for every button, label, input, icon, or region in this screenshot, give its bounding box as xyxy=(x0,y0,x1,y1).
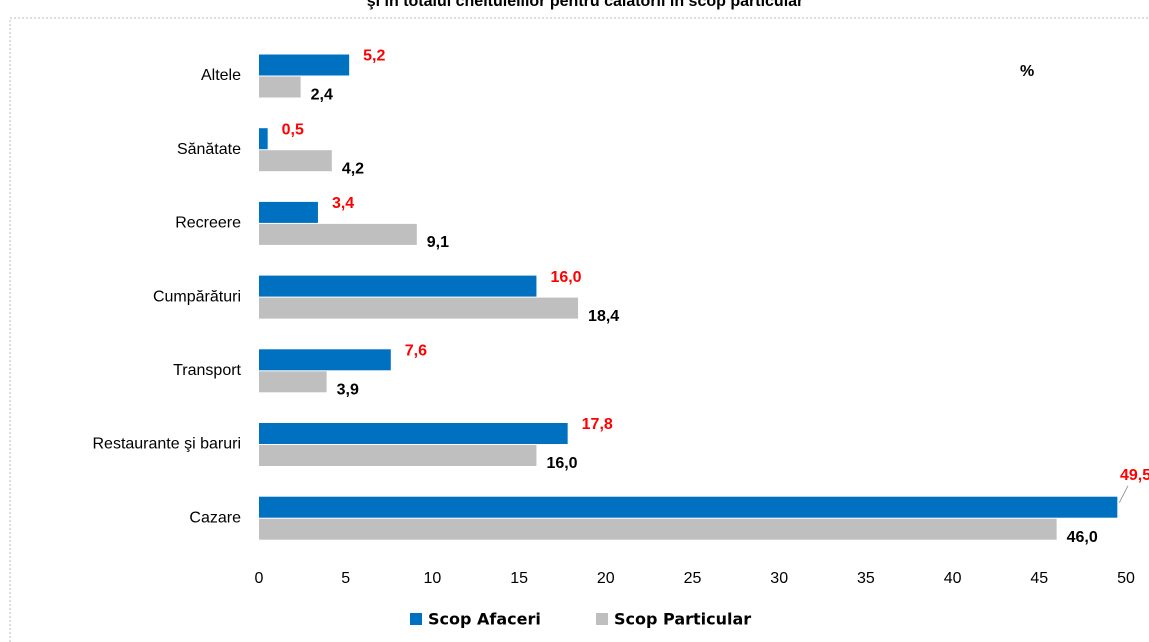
bar xyxy=(259,275,537,297)
bar xyxy=(259,445,537,466)
value-label: 16,0 xyxy=(550,269,581,286)
legend-swatch xyxy=(596,613,608,625)
bar xyxy=(259,423,568,444)
legend-label: Scop Afaceri xyxy=(428,610,541,629)
bar xyxy=(259,297,579,319)
value-label: 46,0 xyxy=(1067,529,1098,546)
value-label: 3,4 xyxy=(332,195,354,212)
value-label: 17,8 xyxy=(582,416,613,433)
value-label: 49,5 xyxy=(1120,467,1149,484)
value-label: 7,6 xyxy=(405,343,427,360)
x-tick-label: 0 xyxy=(255,570,264,587)
value-label: 2,4 xyxy=(311,87,333,104)
value-label: 0,5 xyxy=(282,121,304,138)
x-tick-label: 25 xyxy=(684,570,702,587)
x-tick-label: 20 xyxy=(597,570,615,587)
y-tick-label: Cazare xyxy=(189,509,241,526)
x-tick-label: 35 xyxy=(857,570,875,587)
x-tick-label: 30 xyxy=(770,570,788,587)
y-tick-label: Transport xyxy=(173,362,241,379)
value-label: 16,0 xyxy=(546,455,577,472)
x-tick-label: 45 xyxy=(1030,570,1048,587)
x-tick-label: 10 xyxy=(424,570,442,587)
x-tick-label: 5 xyxy=(341,570,350,587)
y-tick-label: Sănătate xyxy=(177,141,241,158)
value-label: 4,2 xyxy=(342,160,364,177)
x-tick-label: 50 xyxy=(1117,570,1135,587)
y-tick-label: Recreere xyxy=(175,215,241,232)
value-label: 18,4 xyxy=(588,308,619,325)
unit-annotation: % xyxy=(1020,63,1034,80)
value-label: 3,9 xyxy=(337,382,359,399)
x-tick-label: 40 xyxy=(944,570,962,587)
chart-title: şi în totalul cheltuielilor pentru călăt… xyxy=(367,0,804,10)
x-tick-label: 15 xyxy=(510,570,528,587)
value-label: 9,1 xyxy=(427,234,449,251)
bar xyxy=(259,201,318,223)
bar xyxy=(259,518,1057,540)
y-tick-label: Altele xyxy=(201,67,241,84)
legend-label: Scop Particular xyxy=(614,610,751,629)
bar xyxy=(259,371,327,393)
bar xyxy=(259,76,301,98)
bar xyxy=(259,128,268,150)
bar xyxy=(259,223,417,245)
bar xyxy=(259,496,1118,518)
bar xyxy=(259,349,391,371)
y-tick-label: Restaurante şi baruri xyxy=(92,436,241,453)
y-tick-label: Cumpărături xyxy=(153,288,241,305)
bar xyxy=(259,150,332,172)
leader-line xyxy=(1118,485,1129,503)
value-label: 5,2 xyxy=(363,48,385,65)
legend-swatch xyxy=(410,613,422,625)
bar xyxy=(259,54,350,76)
chart-border xyxy=(9,17,1149,642)
